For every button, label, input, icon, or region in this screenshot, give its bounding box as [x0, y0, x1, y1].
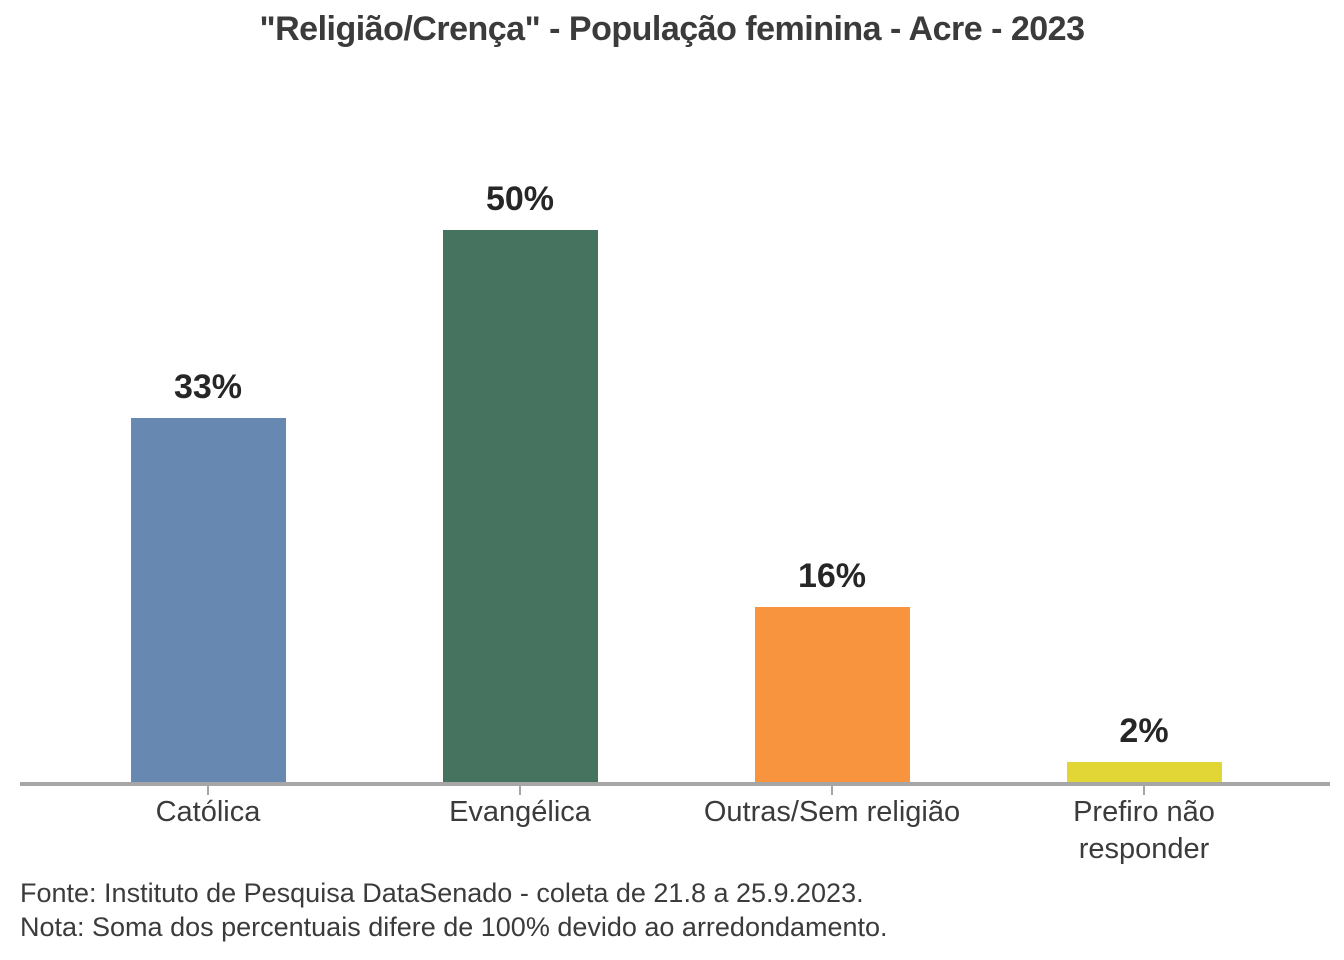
x-axis-label-catolica: Católica	[155, 796, 261, 828]
bar-value-label-outras-sem-religiao: 16%	[797, 557, 867, 595]
x-axis-label-prefiro-nao-responder: Prefiro não responder	[1073, 796, 1215, 865]
x-axis-tick-evangelica	[519, 786, 521, 795]
bar-value-label-evangelica: 50%	[485, 180, 555, 218]
x-axis-tick-outras-sem-religiao	[831, 786, 833, 795]
rounding-note: Nota: Soma dos percentuais difere de 100…	[20, 912, 888, 942]
x-axis-tick-prefiro-nao-responder	[1143, 786, 1145, 795]
bar-outras-sem-religiao	[754, 607, 910, 784]
bar-prefiro-nao-responder	[1066, 762, 1222, 784]
x-axis-tick-catolica	[207, 786, 209, 795]
bar-value-label-catolica: 33%	[173, 368, 243, 406]
x-axis-line	[20, 782, 1330, 786]
bar-evangelica	[442, 230, 598, 784]
chart-title: "Religião/Crença" - População feminina -…	[259, 10, 1085, 48]
bar-catolica	[130, 418, 286, 784]
bar-value-label-prefiro-nao-responder: 2%	[1119, 712, 1169, 750]
chart-footer: Fonte: Instituto de Pesquisa DataSenado …	[20, 876, 888, 944]
x-axis-label-outras-sem-religiao: Outras/Sem religião	[703, 796, 961, 828]
source-note: Fonte: Instituto de Pesquisa DataSenado …	[20, 878, 864, 908]
x-axis-label-evangelica: Evangélica	[449, 796, 591, 828]
